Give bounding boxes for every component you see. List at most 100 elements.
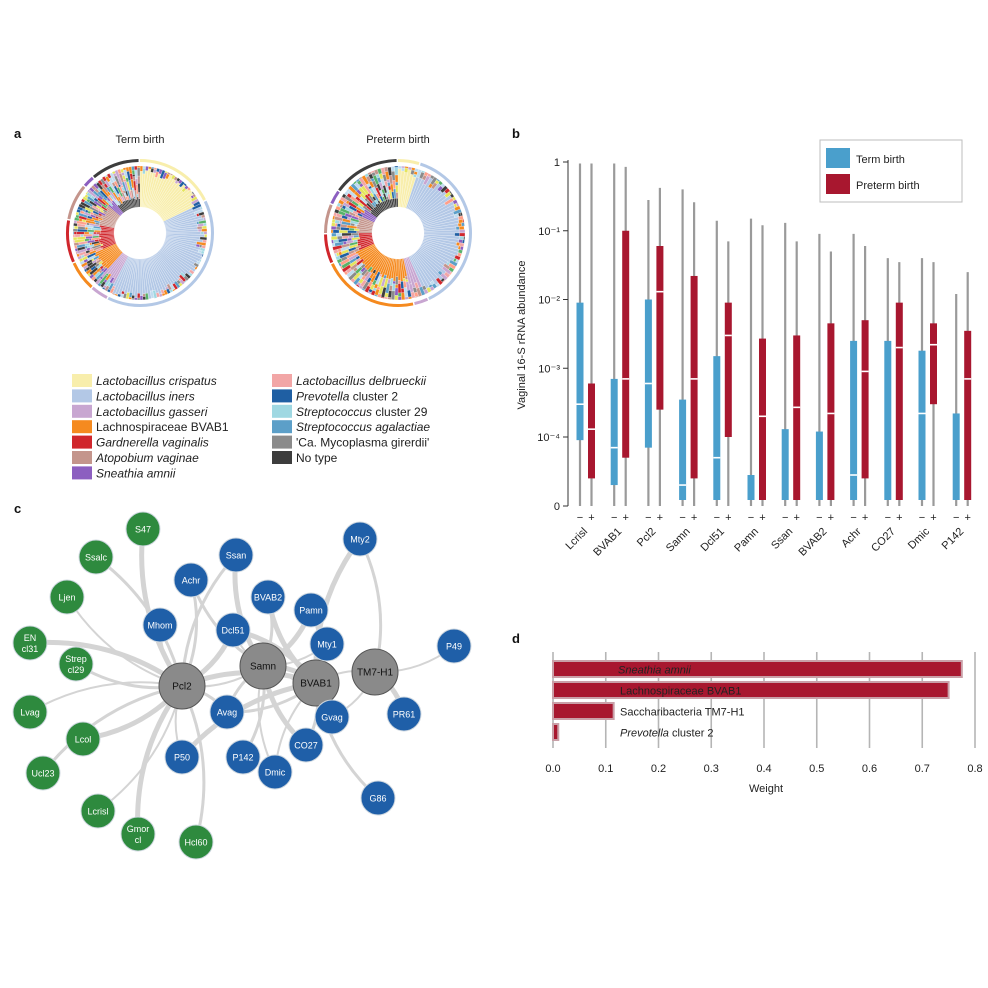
donut-wedge xyxy=(348,235,354,239)
bar-label: Lachnospiraceae BVAB1 xyxy=(620,686,742,698)
network-node-label: EN xyxy=(24,633,37,643)
donut-wedge xyxy=(336,232,342,237)
donut-wedge xyxy=(76,231,85,235)
legend-swatch xyxy=(272,374,292,387)
category-label: Lcrisl xyxy=(563,526,590,553)
network-node-label: Hcl60 xyxy=(184,838,207,848)
donut-cst-ring xyxy=(92,159,139,179)
legend-swatch xyxy=(72,374,92,387)
legend-swatch xyxy=(72,404,92,418)
network-node xyxy=(142,607,178,643)
y-tick-label: 1 xyxy=(554,157,560,169)
donut-wedge xyxy=(395,192,399,199)
donut-preterm xyxy=(324,159,473,307)
donut-wedge xyxy=(390,166,395,172)
weight-bar xyxy=(552,681,950,699)
donut-wedge xyxy=(397,165,402,169)
category-label: Samn xyxy=(664,526,693,555)
donut-wedge xyxy=(336,235,343,240)
legend-label: Sneathia amnii xyxy=(96,466,176,480)
network-node-label: Pamn xyxy=(299,606,323,616)
legend-swatch xyxy=(72,420,92,434)
group-sign-label: − xyxy=(714,512,720,524)
bar-label: Sneathia amnii xyxy=(618,665,691,677)
network-node-label: Avag xyxy=(217,708,237,718)
donut-wedge xyxy=(73,225,75,229)
y-tick-label: 0 xyxy=(554,501,560,513)
box-iqr xyxy=(690,275,698,479)
donut-wedge xyxy=(196,226,203,230)
legend-label: Streptococcus cluster 29 xyxy=(296,405,428,419)
y-tick-label: 10⁻⁴ xyxy=(537,432,560,444)
donut-wedge xyxy=(200,231,204,235)
weight-bar xyxy=(552,702,615,720)
legend-swatch xyxy=(72,435,92,449)
network-node xyxy=(158,662,206,710)
legend-swatch xyxy=(272,420,292,434)
network-node xyxy=(386,696,422,732)
network-node-label: P49 xyxy=(446,642,462,652)
bar-label: Saccharibacteria TM7-H1 xyxy=(620,707,745,719)
group-sign-label: − xyxy=(748,512,754,524)
box-iqr xyxy=(747,475,755,500)
donut-wedge xyxy=(457,222,462,227)
donut-wedge xyxy=(463,236,466,241)
donut-cst-ring xyxy=(83,176,94,187)
donut-wedge xyxy=(201,225,207,230)
network-node xyxy=(49,579,85,615)
box-iqr xyxy=(895,302,903,500)
donut-wedge xyxy=(203,222,207,227)
network-node-label: Gmor xyxy=(127,824,150,834)
donut-wedge xyxy=(331,232,337,237)
donut-wedge xyxy=(134,297,138,301)
legend-term-swatch xyxy=(826,148,850,168)
donut-wedge xyxy=(73,239,75,244)
network-node xyxy=(360,780,396,816)
group-sign-label: − xyxy=(577,512,583,524)
donut-cst-ring xyxy=(324,204,333,233)
donut-wedge xyxy=(131,298,135,300)
box-iqr xyxy=(884,340,892,500)
category-label: BVAB1 xyxy=(591,526,624,559)
donut-wedge xyxy=(461,222,465,227)
group-sign-label: − xyxy=(645,512,651,524)
network-node xyxy=(80,793,116,829)
box-iqr xyxy=(930,323,937,405)
network-node xyxy=(250,579,286,615)
legend-preterm-label: Preterm birth xyxy=(856,180,920,192)
x-tick-label: 0.0 xyxy=(545,763,560,775)
donut-wedge xyxy=(72,234,76,238)
legend-label: Lachnospiraceae BVAB1 xyxy=(96,420,229,434)
box-iqr xyxy=(576,302,584,441)
legend-swatch xyxy=(272,435,292,449)
y-tick-label: 10⁻³ xyxy=(538,363,560,375)
donut-wedge xyxy=(402,278,406,282)
donut-wedge xyxy=(135,178,139,185)
donut-wedge xyxy=(131,169,136,175)
donut-wedge xyxy=(137,183,141,193)
donut-wedge xyxy=(203,231,208,235)
network-node-label: P50 xyxy=(174,753,190,763)
network-node xyxy=(12,694,48,730)
group-sign-label: − xyxy=(885,512,891,524)
legend-label: No type xyxy=(296,451,338,465)
category-label: BVAB2 xyxy=(797,526,830,559)
box-iqr xyxy=(724,302,732,437)
donut-cst-ring xyxy=(65,220,75,263)
legend-label: Lactobacillus iners xyxy=(96,389,195,403)
donut-wedge xyxy=(392,280,396,285)
donut-wedge xyxy=(332,229,340,234)
network-node xyxy=(314,699,350,735)
category-label: Ssan xyxy=(769,526,795,552)
box-iqr xyxy=(622,230,630,458)
donut-wedge xyxy=(397,296,402,301)
network-node xyxy=(178,824,214,860)
weight-bar-chart: 0.0 0.1 0.2 0.3 0.4 0.5 0.6 0.7 0.8 Sneathia amni… xyxy=(545,652,983,775)
donut-cst-ring xyxy=(67,185,86,220)
network-node xyxy=(78,539,114,575)
panel-a: a Term birth Preterm birth Lactobacillus… xyxy=(14,126,473,480)
donut-cst-ring xyxy=(72,262,93,289)
donut-wedge xyxy=(394,284,399,289)
donut-wedge xyxy=(128,296,132,300)
